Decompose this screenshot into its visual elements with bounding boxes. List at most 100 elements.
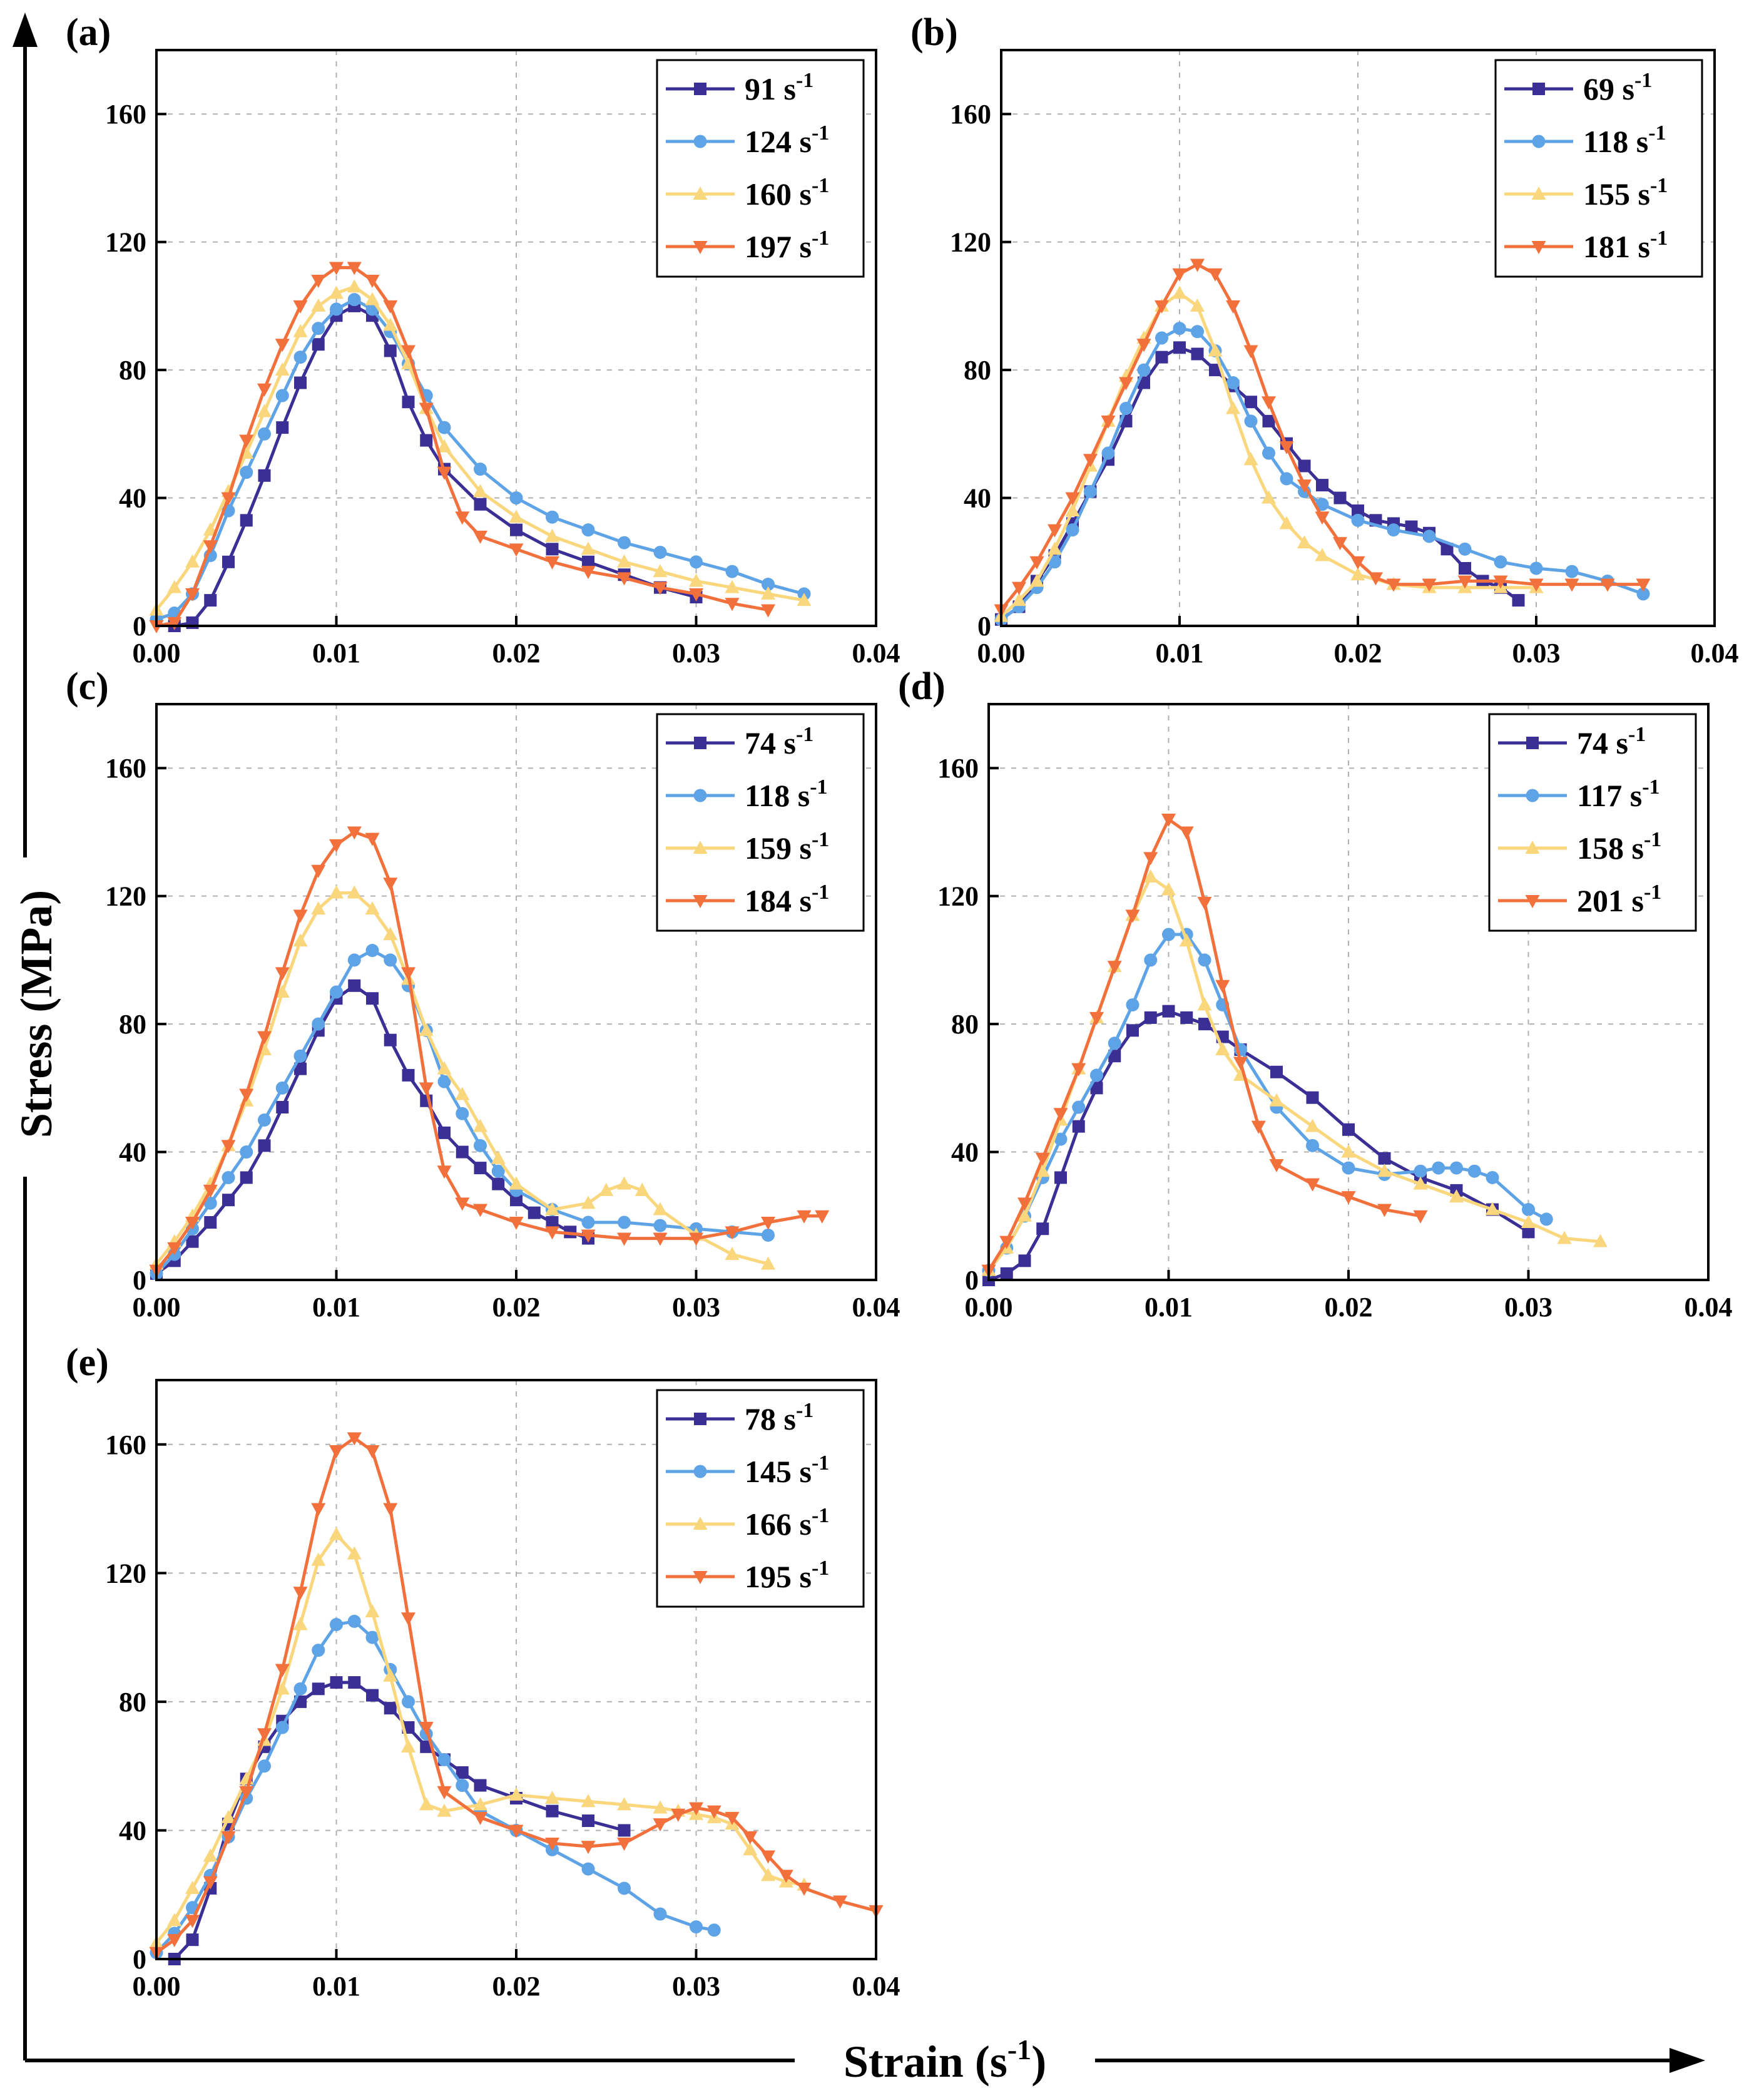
x-tick-label: 0.01 bbox=[312, 638, 360, 668]
data-point bbox=[473, 484, 487, 498]
data-point bbox=[402, 1068, 415, 1082]
data-point bbox=[437, 1061, 452, 1075]
data-point bbox=[1226, 300, 1240, 314]
data-point bbox=[509, 491, 523, 505]
data-point bbox=[1565, 565, 1579, 578]
data-point bbox=[545, 1838, 559, 1851]
data-point bbox=[401, 1739, 416, 1753]
data-point bbox=[1072, 1100, 1086, 1114]
data-point bbox=[743, 1831, 758, 1845]
data-point bbox=[203, 1184, 218, 1198]
data-point bbox=[545, 1226, 559, 1240]
data-point bbox=[167, 1934, 182, 1948]
data-point bbox=[221, 1140, 236, 1154]
data-point bbox=[419, 402, 434, 416]
legend-label: 91 s-1 bbox=[745, 69, 813, 106]
series-195 bbox=[149, 1432, 884, 1960]
data-point bbox=[1108, 1050, 1121, 1063]
data-point bbox=[366, 992, 379, 1005]
legend-item-118: 118 s-1 bbox=[666, 775, 828, 813]
legend-label: 74 s-1 bbox=[1577, 723, 1646, 760]
legend-marker bbox=[694, 737, 706, 749]
data-point bbox=[276, 1101, 289, 1113]
data-point bbox=[240, 1171, 253, 1184]
data-point bbox=[582, 555, 594, 568]
data-point bbox=[1564, 578, 1579, 592]
data-point bbox=[293, 324, 308, 337]
series-124 bbox=[150, 293, 811, 627]
data-point bbox=[366, 1689, 379, 1702]
data-point bbox=[761, 586, 775, 600]
data-point bbox=[617, 554, 631, 568]
data-point bbox=[1422, 578, 1437, 592]
data-point bbox=[1341, 1191, 1356, 1205]
data-point bbox=[653, 545, 667, 559]
data-point bbox=[402, 396, 415, 409]
data-point bbox=[311, 298, 326, 312]
data-point bbox=[1036, 1222, 1049, 1236]
data-point bbox=[384, 344, 397, 357]
data-point bbox=[1352, 504, 1364, 517]
legend-label: 159 s-1 bbox=[745, 828, 829, 866]
legend-label: 160 s-1 bbox=[745, 174, 829, 212]
data-point bbox=[1065, 492, 1080, 506]
legend-item-124: 124 s-1 bbox=[666, 121, 829, 159]
data-point bbox=[1155, 331, 1168, 345]
chart-panel-c: 0.00 0.01 0.02 0.03 0.04 0 40 80 120 160 (c) 74 s-1… bbox=[66, 665, 900, 1323]
series-184 bbox=[149, 826, 830, 1278]
legend-marker bbox=[693, 841, 708, 854]
data-point bbox=[167, 1913, 182, 1927]
x-tick-label: 0.00 bbox=[133, 1971, 181, 2002]
legend-box bbox=[656, 713, 865, 932]
data-point bbox=[581, 1195, 596, 1209]
series-line bbox=[155, 285, 805, 611]
data-point bbox=[618, 536, 631, 550]
panel-label: (c) bbox=[66, 665, 109, 708]
data-point bbox=[689, 1802, 703, 1816]
data-point bbox=[419, 1082, 434, 1096]
data-point bbox=[1244, 414, 1258, 428]
panel-label: (d) bbox=[898, 665, 946, 708]
data-point bbox=[1126, 1024, 1139, 1037]
data-point bbox=[455, 511, 470, 525]
data-point bbox=[330, 1676, 343, 1689]
data-point bbox=[419, 1722, 434, 1735]
data-point bbox=[1414, 1164, 1427, 1178]
data-point bbox=[203, 1848, 218, 1862]
x-tick-label: 0.03 bbox=[672, 638, 720, 668]
x-tick-label: 0.03 bbox=[672, 1292, 720, 1323]
data-point bbox=[240, 514, 253, 527]
data-point bbox=[275, 1664, 290, 1677]
data-point bbox=[1458, 542, 1472, 556]
series-line bbox=[1000, 327, 1644, 621]
data-point bbox=[401, 967, 416, 981]
data-point bbox=[275, 1721, 289, 1734]
data-point bbox=[725, 598, 740, 611]
data-point bbox=[581, 1215, 595, 1229]
data-point bbox=[1378, 1152, 1391, 1165]
data-point bbox=[294, 1062, 307, 1075]
data-point bbox=[329, 1445, 344, 1459]
data-point bbox=[1054, 1171, 1067, 1184]
data-point bbox=[1636, 587, 1650, 601]
data-point bbox=[1108, 1036, 1121, 1050]
data-point bbox=[689, 588, 703, 601]
legend-box bbox=[1488, 713, 1697, 932]
data-point bbox=[1136, 339, 1151, 352]
data-point bbox=[456, 1766, 469, 1779]
data-point bbox=[761, 1256, 775, 1270]
legend-marker bbox=[1526, 737, 1539, 749]
legend-item-195: 195 s-1 bbox=[666, 1557, 829, 1594]
data-point bbox=[1251, 1120, 1266, 1134]
x-tick-label: 0.01 bbox=[312, 1971, 360, 2002]
data-point bbox=[1405, 520, 1418, 533]
x-tick-label: 0.04 bbox=[852, 1971, 900, 2002]
data-point bbox=[1529, 578, 1544, 592]
data-point bbox=[437, 439, 452, 453]
series-118 bbox=[994, 322, 1650, 627]
data-point bbox=[707, 1923, 721, 1937]
data-point bbox=[1048, 541, 1062, 555]
x-tick-label: 0.01 bbox=[1156, 638, 1204, 668]
data-point bbox=[833, 1895, 847, 1909]
